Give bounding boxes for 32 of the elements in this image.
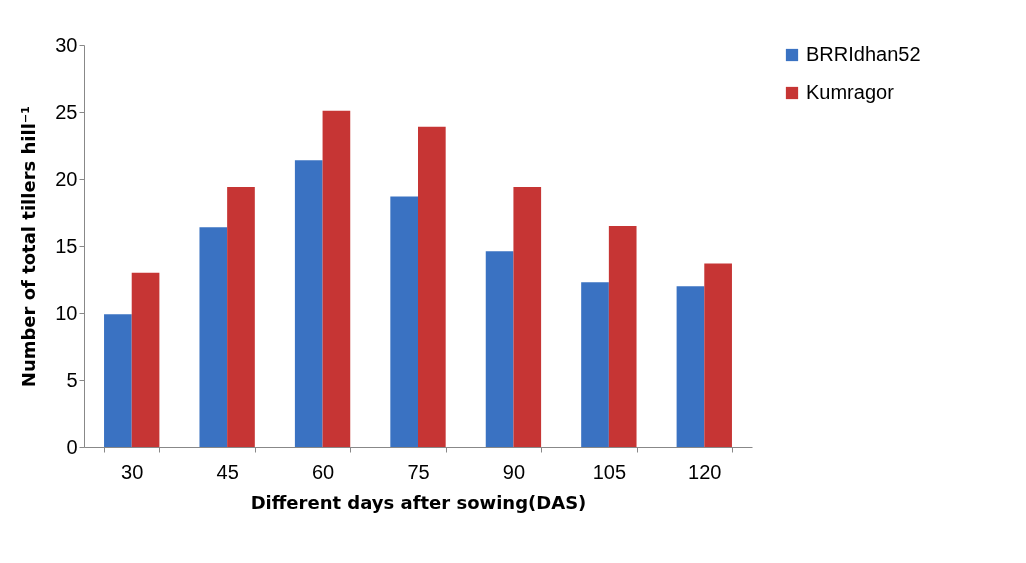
y-axis-title: Number of total tillers hill⁻¹ bbox=[18, 105, 40, 388]
bar bbox=[418, 126, 446, 447]
bar bbox=[294, 160, 323, 447]
x-tick-label: 30 bbox=[121, 460, 144, 483]
bar bbox=[104, 314, 132, 447]
x-axis-title: Different days after sowing(DAS) bbox=[250, 491, 587, 513]
bar bbox=[322, 110, 351, 447]
bar bbox=[581, 282, 609, 447]
bar bbox=[227, 187, 255, 447]
x-tick-label: 75 bbox=[407, 460, 430, 483]
x-tick-label: 120 bbox=[688, 460, 722, 483]
bar bbox=[676, 286, 705, 447]
y-tick-label: 0 bbox=[66, 435, 78, 458]
bar bbox=[704, 263, 732, 447]
x-tick-label: 90 bbox=[502, 460, 526, 483]
bar bbox=[608, 225, 637, 447]
x-tick-label: 105 bbox=[592, 460, 627, 483]
bar bbox=[390, 196, 418, 447]
x-tick-label: 60 bbox=[311, 460, 335, 483]
bar bbox=[485, 251, 514, 447]
bar bbox=[131, 272, 160, 447]
x-tick-label: 45 bbox=[216, 460, 239, 483]
legend-label: Kumragor bbox=[806, 81, 895, 103]
y-tick-label: 20 bbox=[55, 167, 78, 190]
y-tick-label: 10 bbox=[55, 301, 78, 324]
y-tick-label: 30 bbox=[55, 33, 78, 56]
y-tick-label: 25 bbox=[55, 100, 78, 123]
bar bbox=[513, 187, 542, 447]
y-tick-label: 15 bbox=[55, 234, 78, 257]
y-tick-label: 5 bbox=[66, 368, 78, 391]
legend-label: BRRIdhan52 bbox=[806, 43, 921, 65]
bar bbox=[199, 227, 228, 447]
